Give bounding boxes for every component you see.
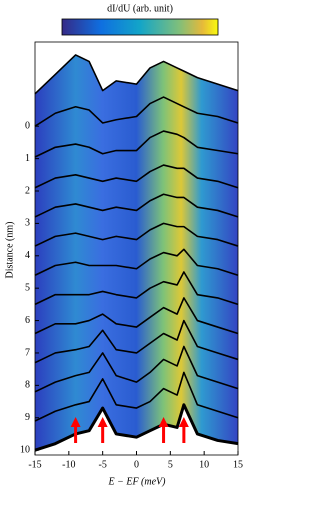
spectrum-line [34, 193, 239, 218]
x-tick-label: 10 [199, 459, 209, 470]
spectrum-line [34, 222, 239, 247]
x-tick-label: -10 [62, 459, 75, 470]
spectrum-line [34, 345, 239, 393]
x-tick-label: -15 [28, 459, 41, 470]
x-axis-label: E − EF (meV) [107, 476, 166, 487]
x-tick-label: 5 [168, 459, 173, 470]
y-tick-label: 8 [25, 380, 30, 391]
y-tick-label: 6 [25, 315, 30, 326]
y-tick-label: 0 [25, 121, 30, 132]
arrow [178, 417, 189, 443]
y-tick-label: 7 [25, 347, 30, 358]
spectrum-line [34, 319, 239, 364]
chart: dI/dU (arb. unit) -15 -10 -5 0 5 10 15 0 1 2 3 4 5 6 7… [4, 3, 243, 487]
y-tick-label: 5 [25, 282, 30, 293]
spectrum-line [34, 248, 239, 276]
spectrum-line [34, 403, 239, 452]
plot-area: -15 -10 -5 0 5 10 15 0 1 2 3 4 5 6 7 8 9 10 [20, 41, 243, 470]
arrow [70, 417, 81, 443]
y-tick-label: 10 [20, 444, 30, 455]
x-tick-label: 15 [233, 459, 243, 470]
colormap-field [35, 42, 238, 455]
mask [35, 42, 238, 94]
x-tick-label: 0 [134, 459, 139, 470]
colorbar-label: dI/dU (arb. unit) [107, 3, 173, 14]
spectrum-line [34, 130, 239, 158]
spectrum-line [34, 271, 239, 306]
spectrum-line [34, 96, 239, 127]
x-tick-label: -5 [98, 459, 106, 470]
y-axis-label: Distance (nm) [4, 222, 15, 279]
mask [35, 404, 238, 455]
y-tick-label: 4 [25, 250, 30, 261]
arrow [158, 417, 169, 443]
y-tick-label: 9 [25, 412, 30, 423]
spectrum-line [34, 164, 239, 189]
y-tick-label: 2 [25, 185, 30, 196]
colorbar [61, 18, 219, 36]
spectrum-line [34, 371, 239, 422]
arrow [97, 417, 108, 443]
y-tick-label: 1 [25, 153, 30, 164]
spectrum-line [34, 54, 239, 95]
spectrum-line [34, 297, 239, 335]
y-tick-label: 3 [25, 218, 30, 229]
